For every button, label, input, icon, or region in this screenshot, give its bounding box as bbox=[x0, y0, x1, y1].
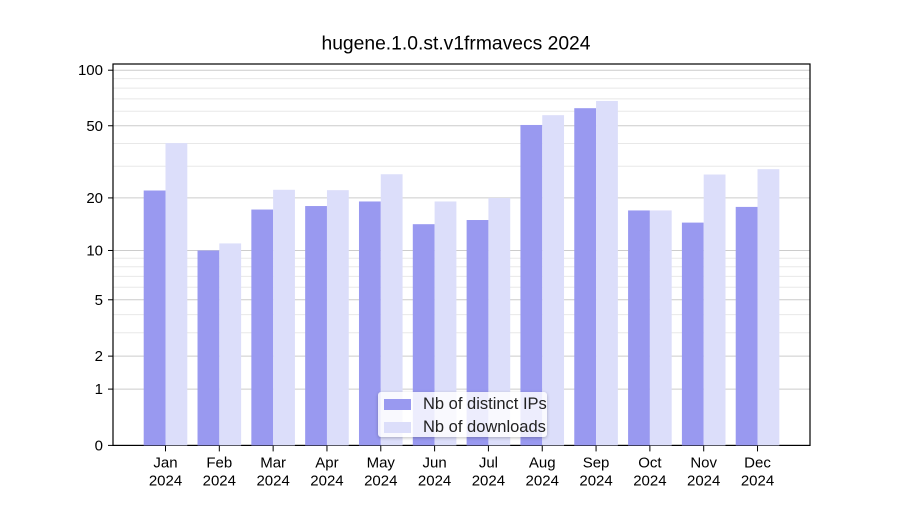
svg-text:2024: 2024 bbox=[418, 472, 451, 489]
svg-text:Dec: Dec bbox=[744, 454, 771, 471]
svg-text:2024: 2024 bbox=[364, 472, 397, 489]
svg-text:Jan: Jan bbox=[153, 454, 177, 471]
svg-text:2024: 2024 bbox=[472, 472, 505, 489]
svg-text:100: 100 bbox=[78, 62, 103, 79]
svg-text:2024: 2024 bbox=[579, 472, 612, 489]
svg-text:2024: 2024 bbox=[149, 472, 182, 489]
svg-text:1: 1 bbox=[95, 381, 103, 398]
svg-text:2024: 2024 bbox=[310, 472, 343, 489]
svg-text:2024: 2024 bbox=[687, 472, 720, 489]
svg-text:Jul: Jul bbox=[479, 454, 498, 471]
svg-text:2024: 2024 bbox=[526, 472, 559, 489]
svg-text:50: 50 bbox=[86, 118, 103, 135]
svg-text:2024: 2024 bbox=[741, 472, 774, 489]
svg-text:Oct: Oct bbox=[638, 454, 662, 471]
svg-text:Mar: Mar bbox=[260, 454, 286, 471]
svg-text:10: 10 bbox=[86, 242, 103, 259]
svg-text:Sep: Sep bbox=[583, 454, 610, 471]
svg-text:2024: 2024 bbox=[256, 472, 289, 489]
svg-text:2: 2 bbox=[95, 348, 103, 365]
svg-text:2024: 2024 bbox=[633, 472, 666, 489]
svg-text:May: May bbox=[367, 454, 396, 471]
svg-text:0: 0 bbox=[95, 437, 103, 454]
svg-text:Feb: Feb bbox=[206, 454, 232, 471]
svg-text:Aug: Aug bbox=[529, 454, 556, 471]
svg-text:Jun: Jun bbox=[423, 454, 447, 471]
svg-text:5: 5 bbox=[95, 292, 103, 309]
svg-text:Apr: Apr bbox=[315, 454, 338, 471]
svg-text:Nov: Nov bbox=[690, 454, 717, 471]
svg-text:2024: 2024 bbox=[203, 472, 236, 489]
svg-text:hugene.1.0.st.v1frmavecs 2024: hugene.1.0.st.v1frmavecs 2024 bbox=[321, 34, 590, 55]
svg-text:20: 20 bbox=[86, 190, 103, 207]
